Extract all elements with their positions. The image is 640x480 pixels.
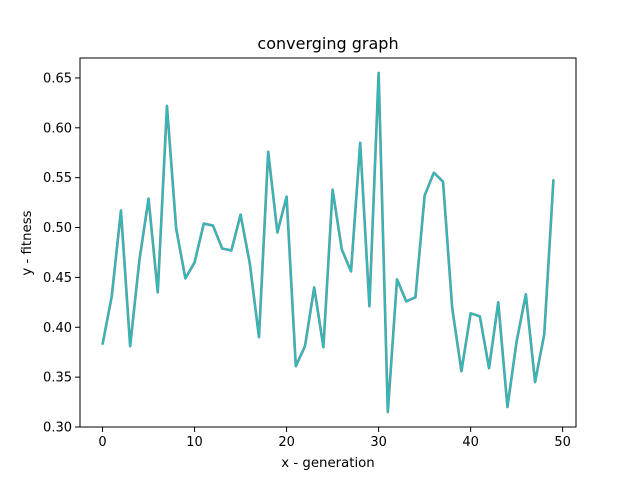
data-point (166, 104, 168, 107)
y-tick-label: 0.65 (43, 71, 72, 86)
data-point (543, 333, 546, 336)
data-point (276, 231, 279, 234)
y-tick-label: 0.60 (43, 121, 72, 136)
data-point (552, 178, 555, 181)
data-point (359, 141, 362, 144)
x-axis-label: x - generation (281, 456, 374, 471)
data-point (267, 150, 270, 153)
x-tick-label: 50 (554, 435, 571, 450)
data-point (248, 262, 251, 265)
chart-title: converging graph (257, 34, 398, 53)
data-point (285, 195, 288, 198)
y-tick-label: 0.45 (43, 271, 72, 286)
data-point (432, 171, 435, 174)
data-point (322, 346, 325, 349)
data-point (138, 259, 141, 262)
data-point (239, 213, 242, 216)
data-point (350, 270, 352, 273)
data-point (156, 291, 159, 294)
data-point (478, 315, 481, 318)
data-point (386, 411, 389, 413)
x-tick-label: 0 (98, 435, 106, 450)
axes-frame (79, 57, 577, 428)
data-point (469, 312, 472, 315)
x-tick-label: 40 (462, 435, 479, 450)
data-point (451, 307, 454, 310)
data-point (294, 365, 297, 368)
data-point (101, 343, 104, 346)
data-point (313, 286, 316, 289)
data-point (221, 247, 224, 250)
data-point (212, 224, 214, 227)
data-point (331, 188, 334, 191)
data-point (423, 194, 426, 197)
y-tick-label: 0.30 (43, 421, 72, 436)
y-tick-label: 0.35 (43, 371, 72, 386)
plot-area (101, 71, 555, 414)
data-point (515, 340, 518, 343)
data-point (304, 345, 306, 348)
data-point (377, 72, 380, 74)
data-point (405, 300, 408, 303)
data-point (442, 180, 444, 183)
series-line (101, 72, 555, 413)
data-point (460, 370, 463, 373)
x-tick-label: 20 (278, 435, 295, 450)
y-axis-label: y - fitness (20, 210, 35, 275)
data-point (414, 296, 417, 299)
data-point (368, 305, 371, 308)
data-point (524, 293, 527, 296)
data-point (184, 277, 187, 280)
x-tick-label: 30 (370, 435, 387, 450)
data-point (506, 406, 509, 408)
data-point (396, 278, 398, 281)
data-point (120, 209, 122, 212)
data-point (110, 295, 113, 298)
data-point (147, 197, 150, 200)
y-tick-label: 0.55 (43, 171, 72, 186)
data-point (230, 249, 233, 252)
data-point (175, 227, 178, 230)
x-tick-label: 10 (186, 435, 203, 450)
data-point (258, 336, 260, 339)
data-point (497, 301, 500, 304)
data-point (534, 381, 536, 384)
y-tick-label: 0.50 (43, 221, 72, 236)
data-point (193, 261, 196, 264)
axis-ticks: 0 10 20 30 40 50 0.30 0.35 0.40 0.45 0.50 0.55 0.60 0… (43, 71, 571, 450)
data-point (340, 248, 343, 251)
data-point (488, 367, 490, 370)
y-tick-label: 0.40 (43, 321, 72, 336)
data-point (202, 222, 205, 225)
data-point (129, 345, 132, 348)
